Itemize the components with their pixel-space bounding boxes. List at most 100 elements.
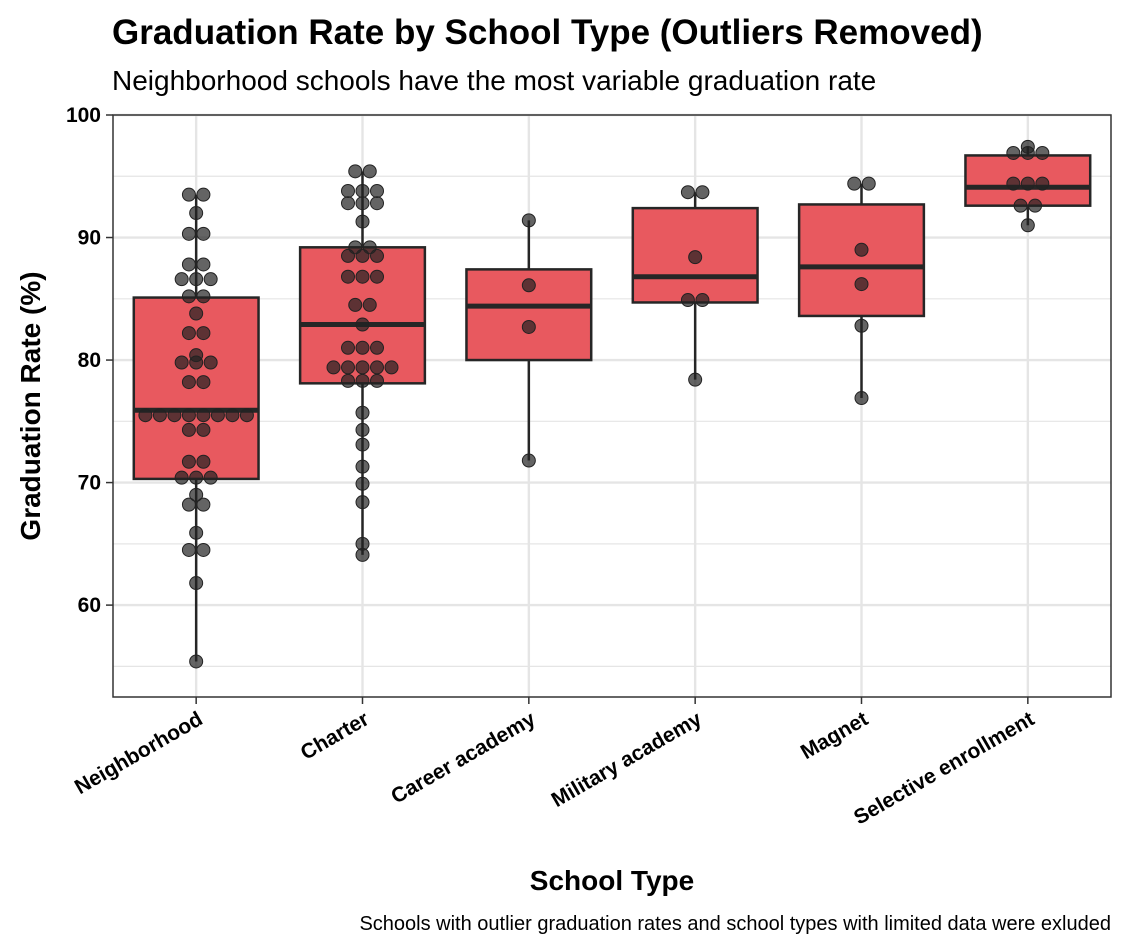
data-point (174, 272, 189, 287)
data-point (1035, 176, 1050, 191)
data-point (181, 422, 196, 437)
data-point (854, 242, 869, 257)
chart-title: Graduation Rate by School Type (Outliers… (112, 13, 983, 52)
data-point (521, 278, 536, 293)
data-point (355, 214, 370, 229)
data-point (326, 360, 341, 375)
data-point (355, 317, 370, 332)
data-point (203, 470, 218, 485)
chart-subtitle: Neighborhood schools have the most varia… (112, 65, 876, 96)
x-tick-label: Selective enrollment (850, 707, 1038, 829)
data-point (370, 373, 384, 388)
data-point (225, 408, 240, 423)
x-axis-ticks: Neighborhood Charter Career academy Militar… (71, 697, 1038, 829)
data-point (196, 375, 211, 390)
data-point (138, 408, 153, 423)
box-neighborhood (132, 194, 260, 662)
data-point (181, 187, 196, 202)
data-point (370, 360, 384, 375)
x-tick-label: Career academy (387, 707, 539, 808)
data-point (355, 476, 370, 491)
data-point (1013, 198, 1028, 213)
y-tick-label: 90 (78, 227, 101, 250)
y-tick-label: 80 (78, 349, 101, 372)
y-tick-label: 70 (78, 472, 101, 495)
x-tick-label: Magnet (797, 707, 872, 764)
data-point (203, 355, 218, 370)
data-point (688, 372, 703, 387)
data-point (355, 248, 370, 263)
box-iqr (132, 296, 260, 481)
data-point (341, 269, 355, 284)
data-point (189, 525, 204, 540)
data-point (847, 176, 862, 191)
data-point (362, 164, 377, 179)
data-point (181, 226, 196, 241)
data-point (370, 340, 384, 355)
data-point (196, 408, 211, 423)
data-point (181, 408, 196, 423)
data-point (152, 408, 167, 423)
boxes (132, 146, 1092, 662)
data-point (355, 459, 370, 474)
data-point (355, 437, 370, 452)
data-point (196, 226, 211, 241)
data-point (680, 185, 695, 200)
data-point (1028, 198, 1043, 213)
chart-caption: Schools with outlier graduation rates an… (359, 913, 1111, 935)
box-military-academy (631, 192, 759, 380)
x-tick-label: Charter (297, 707, 373, 764)
data-point (189, 576, 204, 591)
data-point (355, 495, 370, 510)
data-point (174, 470, 189, 485)
data-point (189, 306, 204, 321)
data-point (521, 213, 536, 228)
data-point (189, 470, 204, 485)
y-axis-ticks: 60 70 80 90 100 (66, 104, 113, 617)
data-point (355, 547, 370, 562)
data-point (355, 183, 370, 198)
data-point (355, 196, 370, 211)
data-point (854, 277, 869, 292)
data-point (196, 187, 211, 202)
data-point (1035, 145, 1050, 160)
data-point (341, 248, 355, 263)
y-tick-label: 60 (78, 594, 101, 617)
data-point (181, 542, 196, 557)
data-point (680, 293, 695, 308)
data-point (362, 297, 377, 312)
data-point (196, 497, 211, 512)
data-point (203, 272, 218, 287)
box-iqr (797, 203, 926, 318)
data-point (1006, 145, 1021, 160)
data-point (854, 318, 869, 333)
data-point (341, 360, 355, 375)
y-tick-label: 100 (66, 104, 101, 127)
data-point (181, 326, 196, 341)
data-point (861, 176, 876, 191)
data-point (1020, 218, 1035, 233)
grid-lines (113, 113, 1111, 697)
data-point (854, 391, 869, 406)
data-point (181, 257, 196, 272)
data-point (348, 164, 363, 179)
data-points (138, 139, 1050, 669)
data-point (189, 654, 204, 669)
data-point (181, 497, 196, 512)
data-point (355, 422, 370, 437)
data-point (1006, 176, 1021, 191)
data-point (239, 408, 254, 423)
box-career-academy (465, 220, 593, 461)
data-point (181, 289, 196, 304)
data-point (384, 360, 399, 375)
data-point (341, 373, 355, 388)
box-magnet (797, 183, 926, 399)
data-point (695, 185, 710, 200)
data-point (210, 408, 225, 423)
data-point (355, 340, 370, 355)
data-point (688, 250, 703, 265)
data-point (196, 257, 211, 272)
data-point (348, 297, 363, 312)
data-point (341, 183, 355, 198)
